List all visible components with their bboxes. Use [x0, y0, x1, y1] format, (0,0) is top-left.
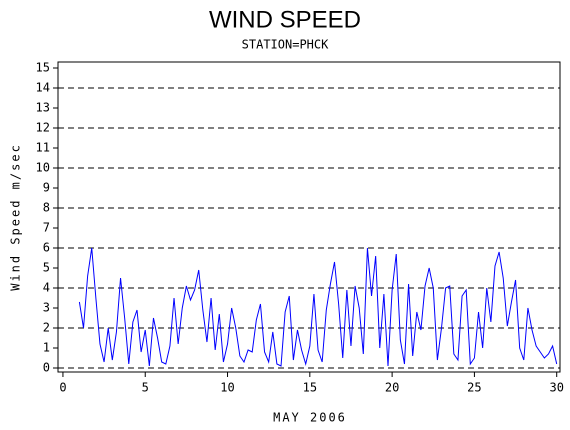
- chart-subtitle: STATION=PHCK: [242, 38, 329, 52]
- data-line: [78, 247, 558, 367]
- y-tick-label: 2: [43, 321, 50, 335]
- y-tick-label: 4: [43, 281, 50, 295]
- y-tick-label: 0: [43, 361, 50, 375]
- y-tick-label: 14: [36, 81, 50, 95]
- x-tick-label: 5: [142, 381, 149, 395]
- y-tick-label: 11: [36, 141, 50, 155]
- y-tick-label: 5: [43, 261, 50, 275]
- x-tick-label: 15: [303, 381, 317, 395]
- x-tick-label: 20: [385, 381, 399, 395]
- y-tick-label: 15: [36, 61, 50, 75]
- chart-title: WIND SPEED: [209, 6, 361, 33]
- x-tick-label: 10: [220, 381, 234, 395]
- y-tick-label: 8: [43, 201, 50, 215]
- x-tick-label: 0: [59, 381, 66, 395]
- y-tick-label: 3: [43, 301, 50, 315]
- y-tick-label: 1: [43, 341, 50, 355]
- y-axis-label: Wind Speed m/sec: [9, 143, 23, 291]
- x-tick-label: 25: [467, 381, 481, 395]
- x-tick-label: 30: [549, 381, 563, 395]
- y-tick-label: 12: [36, 121, 50, 135]
- plot-frame: [57, 61, 561, 373]
- y-tick-label: 6: [43, 241, 50, 255]
- y-tick-label: 10: [36, 161, 50, 175]
- y-tick-label: 9: [43, 181, 50, 195]
- y-tick-label: 7: [43, 221, 50, 235]
- y-tick-label: 13: [36, 101, 50, 115]
- x-axis-label: MAY 2006: [273, 411, 347, 425]
